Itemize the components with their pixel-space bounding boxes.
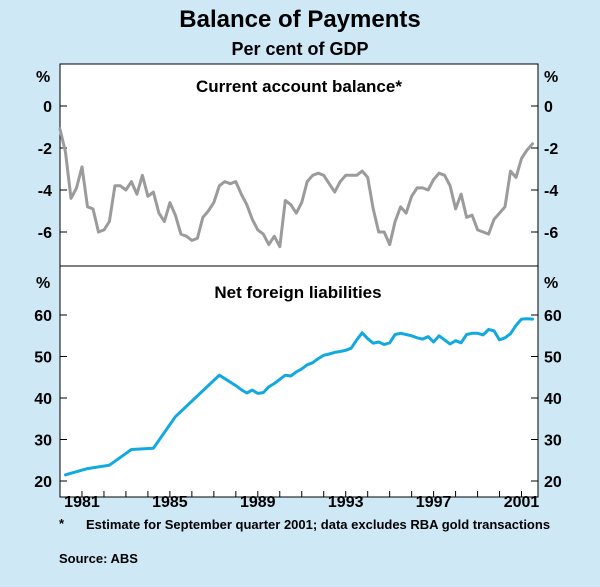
net-foreign-liabilities-series-line (64, 317, 534, 477)
top-panel-title: Current account balance* (196, 77, 402, 96)
xtick-label: 1993 (328, 494, 364, 511)
top-ytick-label-left: -6 (38, 225, 52, 242)
xtick-label: 1981 (64, 494, 100, 511)
current-account-series-line (58, 127, 534, 249)
xtick-label: 2001 (504, 494, 540, 511)
source-note: Source: ABS (59, 551, 138, 566)
bottom-ytick-label-left: 60 (34, 308, 52, 325)
top-ytick-label-left: -2 (38, 141, 52, 158)
plot-area (59, 63, 539, 498)
bottom-ytick-label-right: 40 (544, 391, 562, 408)
top-ytick-label-right: -6 (544, 225, 558, 242)
bottom-ytick-label-left: 50 (34, 350, 52, 367)
bottom-panel-title: Net foreign liabilities (214, 283, 381, 302)
bottom-ytick-label-left: 40 (34, 391, 52, 408)
bottom-ytick-label-right: 50 (544, 350, 562, 367)
bottom-ytick-label-right: 30 (544, 433, 562, 450)
top-ytick-label-left: 0 (43, 99, 52, 116)
footnote-marker: * (59, 516, 65, 531)
xtick-label: 1989 (240, 494, 276, 511)
top-left-unit: % (36, 69, 50, 86)
bottom-ytick-label-left: 20 (34, 474, 52, 491)
top-ytick-label-right: -4 (544, 183, 558, 200)
bottom-left-unit: % (36, 275, 50, 292)
top-right-unit: % (544, 69, 558, 86)
chart-title: Balance of Payments (179, 6, 421, 33)
top-ytick-label-left: -4 (38, 183, 52, 200)
bottom-right-unit: % (544, 275, 558, 292)
xtick-label: 1985 (152, 494, 188, 511)
xtick-label: 1997 (416, 494, 452, 511)
chart-subtitle: Per cent of GDP (231, 39, 369, 59)
bottom-ytick-label-right: 20 (544, 474, 562, 491)
bottom-ytick-label-left: 30 (34, 433, 52, 450)
top-ytick-label-right: 0 (544, 99, 553, 116)
top-ytick-label-right: -2 (544, 141, 558, 158)
bottom-ytick-label-right: 60 (544, 308, 562, 325)
footnote-text: Estimate for September quarter 2001; dat… (86, 517, 551, 532)
